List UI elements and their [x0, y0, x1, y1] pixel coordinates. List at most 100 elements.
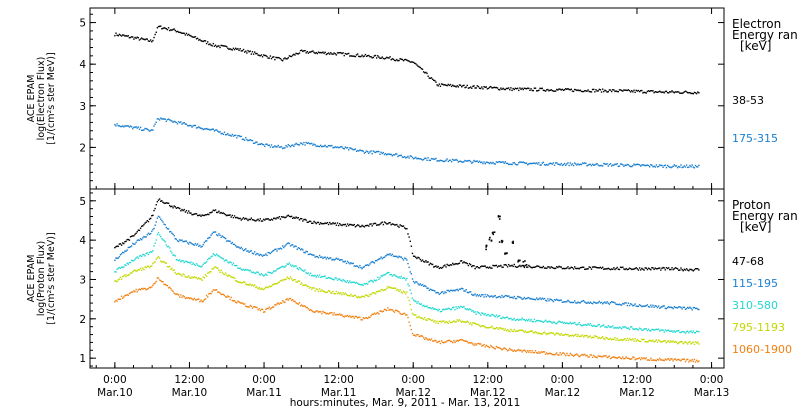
data-point: [426, 338, 428, 340]
data-point: [195, 244, 198, 246]
data-point: [569, 267, 571, 269]
data-point: [254, 284, 256, 286]
data-point: [257, 309, 259, 311]
data-point: [316, 256, 319, 258]
data-point: [543, 89, 546, 92]
data-point: [434, 79, 436, 82]
data-point: [397, 60, 399, 62]
data-point: [499, 347, 501, 349]
data-point: [520, 88, 522, 90]
data-point: [553, 90, 556, 92]
data-point: [465, 289, 467, 291]
data-point: [155, 239, 157, 241]
data-point: [124, 264, 126, 266]
data-point: [675, 306, 678, 309]
data-point: [212, 128, 215, 130]
data-point: [251, 284, 254, 286]
data-point: [289, 245, 292, 247]
x-tick-label: 0:00: [700, 374, 724, 386]
spike-point: [500, 239, 503, 242]
data-point: [625, 89, 627, 91]
data-point: [233, 215, 236, 217]
data-point: [560, 89, 562, 91]
data-point: [617, 90, 620, 93]
data-point: [382, 289, 385, 292]
data-point: [193, 297, 195, 300]
data-point: [515, 350, 518, 352]
data-point: [681, 92, 683, 95]
data-point: [411, 156, 414, 159]
data-point: [514, 87, 517, 90]
data-point: [195, 299, 198, 301]
data-point: [578, 335, 580, 338]
data-point: [664, 358, 667, 360]
data-point: [483, 314, 485, 316]
data-point: [252, 271, 255, 273]
data-point: [487, 313, 490, 316]
data-point: [160, 218, 162, 220]
data-point: [546, 320, 548, 323]
data-point: [400, 154, 402, 157]
data-point: [665, 307, 668, 310]
data-point: [558, 354, 560, 356]
data-point: [406, 59, 408, 61]
data-point: [393, 224, 396, 226]
data-point: [620, 89, 623, 92]
data-point: [183, 261, 185, 264]
data-point: [133, 269, 135, 272]
data-point: [515, 88, 518, 90]
data-point: [210, 128, 212, 131]
data-point: [143, 268, 145, 271]
data-point: [642, 164, 644, 166]
data-point: [577, 354, 579, 357]
spike-point: [519, 259, 521, 262]
data-point: [351, 224, 353, 226]
data-point: [667, 267, 670, 269]
data-point: [193, 36, 195, 38]
data-point: [219, 131, 221, 133]
data-point: [347, 52, 350, 55]
legend-title: Electron Energy ran [keV]: [732, 17, 798, 53]
data-point: [541, 351, 543, 353]
data-point: [503, 264, 505, 266]
data-point: [563, 353, 566, 355]
data-point: [252, 285, 255, 287]
data-point: [642, 358, 644, 360]
data-point: [155, 221, 157, 223]
data-point: [290, 244, 293, 246]
data-point: [515, 319, 518, 321]
data-point: [693, 343, 696, 346]
data-point: [153, 209, 155, 212]
data-point: [576, 335, 578, 338]
data-point: [360, 296, 362, 298]
data-point: [130, 272, 133, 274]
data-point: [608, 303, 611, 305]
data-point: [449, 83, 452, 86]
data-point: [288, 145, 291, 147]
data-point: [624, 338, 626, 340]
data-point: [444, 291, 446, 293]
data-point: [553, 164, 556, 166]
data-point: [237, 246, 239, 248]
data-point: [285, 58, 287, 60]
data-point: [541, 162, 543, 164]
data-point: [483, 296, 485, 298]
data-point: [428, 77, 430, 79]
data-point: [485, 295, 488, 298]
data-point: [614, 326, 616, 329]
data-point: [393, 274, 396, 276]
data-point: [379, 257, 381, 260]
data-point: [419, 258, 422, 261]
data-point: [580, 266, 583, 269]
data-point: [128, 37, 131, 39]
data-point: [309, 272, 312, 274]
data-point: [449, 264, 452, 266]
data-point: [597, 355, 599, 357]
data-point: [363, 266, 366, 268]
data-point: [670, 306, 672, 308]
data-point: [434, 320, 436, 322]
data-point: [142, 225, 144, 227]
data-point: [349, 147, 351, 149]
data-point: [198, 39, 200, 41]
data-point: [418, 284, 420, 286]
